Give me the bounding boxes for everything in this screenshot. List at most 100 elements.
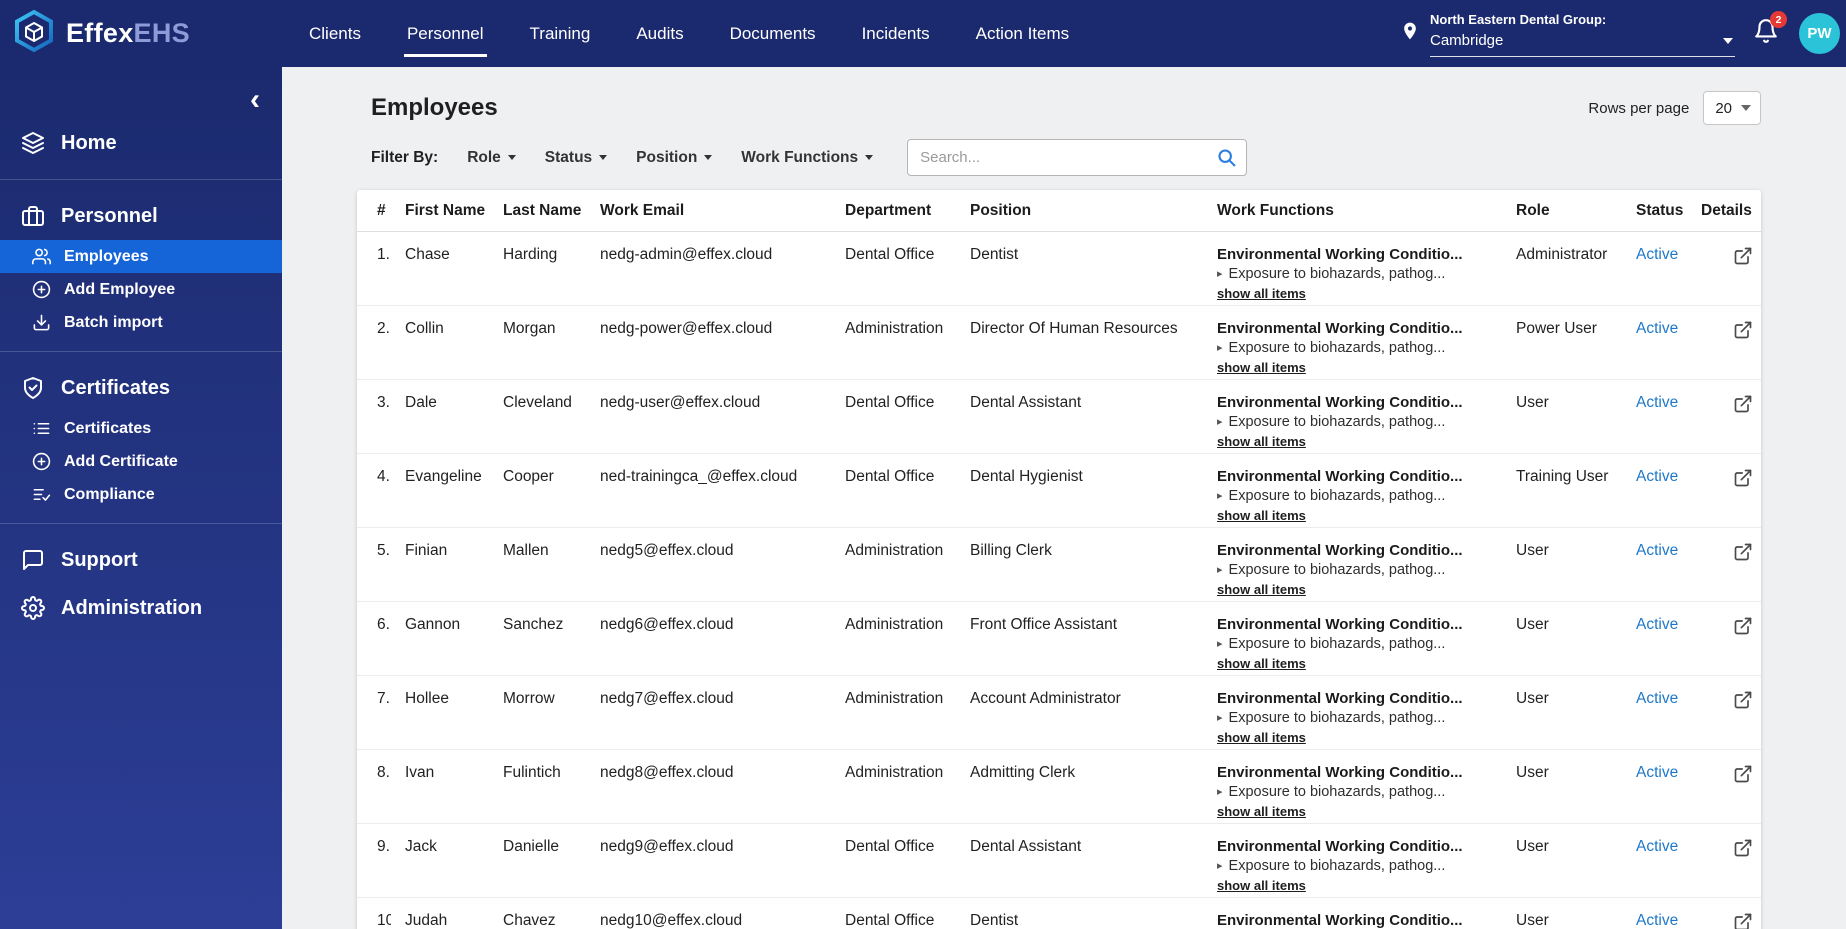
sidebar-item-batch-import[interactable]: Batch import bbox=[0, 306, 282, 339]
nav-item-action-items[interactable]: Action Items bbox=[975, 23, 1070, 43]
cell-first-name: Gannon bbox=[391, 601, 489, 676]
briefcase-icon bbox=[20, 204, 46, 228]
sidebar-item-home[interactable]: Home bbox=[0, 119, 282, 167]
sidebar-item-certificates[interactable]: Certificates bbox=[0, 412, 282, 445]
sidebar-item-label: Certificates bbox=[64, 419, 152, 437]
work-function-subitem-text: Exposure to biohazards, pathog... bbox=[1228, 636, 1446, 652]
cell-details bbox=[1687, 379, 1761, 454]
status-link[interactable]: Active bbox=[1636, 542, 1679, 559]
show-all-items-link[interactable]: show all items bbox=[1217, 360, 1306, 375]
open-details-icon[interactable] bbox=[1733, 912, 1753, 929]
list-icon bbox=[31, 419, 51, 438]
show-all-items-link[interactable]: show all items bbox=[1217, 730, 1306, 745]
open-details-icon[interactable] bbox=[1733, 690, 1753, 715]
work-function-subitem: ▸ Exposure to biohazards, pathog... bbox=[1217, 636, 1494, 652]
rows-per-page-select[interactable]: 20 bbox=[1703, 91, 1761, 125]
cell-position: Dental Assistant bbox=[956, 379, 1203, 454]
work-function-subitem-text: Exposure to biohazards, pathog... bbox=[1228, 266, 1446, 282]
sidebar-section-personnel[interactable]: Personnel bbox=[0, 192, 282, 240]
cell-row-number: 10. bbox=[357, 897, 391, 929]
status-link[interactable]: Active bbox=[1636, 246, 1679, 263]
show-all-items-link[interactable]: show all items bbox=[1217, 286, 1306, 301]
col-header-work-functions: Work Functions bbox=[1203, 190, 1502, 232]
plus-circle-icon bbox=[31, 280, 51, 299]
show-all-items-link[interactable]: show all items bbox=[1217, 656, 1306, 671]
sidebar-item-add-employee[interactable]: Add Employee bbox=[0, 273, 282, 306]
cell-status: Active bbox=[1622, 823, 1687, 898]
status-link[interactable]: Active bbox=[1636, 764, 1679, 781]
cell-position: Director Of Human Resources bbox=[956, 305, 1203, 380]
org-selector[interactable]: North Eastern Dental Group: Cambridge bbox=[1430, 10, 1735, 57]
status-link[interactable]: Active bbox=[1636, 690, 1679, 707]
open-details-icon[interactable] bbox=[1733, 394, 1753, 419]
show-all-items-link[interactable]: show all items bbox=[1217, 804, 1306, 819]
sidebar-item-label: Add Employee bbox=[64, 280, 176, 298]
role-filter-dropdown[interactable]: Role bbox=[467, 149, 516, 167]
cell-row-number: 2. bbox=[357, 305, 391, 380]
cell-work-functions: Environmental Working Conditio... ▸ Expo… bbox=[1203, 897, 1502, 929]
org-label: North Eastern Dental Group: bbox=[1430, 12, 1607, 28]
status-link[interactable]: Active bbox=[1636, 912, 1679, 929]
sidebar-item-add-certificate[interactable]: Add Certificate bbox=[0, 445, 282, 478]
open-details-icon[interactable] bbox=[1733, 320, 1753, 345]
chevron-down-icon bbox=[507, 155, 516, 160]
status-link[interactable]: Active bbox=[1636, 616, 1679, 633]
cell-role: User bbox=[1502, 749, 1622, 824]
open-details-icon[interactable] bbox=[1733, 764, 1753, 789]
status-link[interactable]: Active bbox=[1636, 468, 1679, 485]
open-details-icon[interactable] bbox=[1733, 616, 1753, 641]
nav-item-training[interactable]: Training bbox=[529, 23, 591, 43]
search-box bbox=[907, 139, 1248, 176]
show-all-items-link[interactable]: show all items bbox=[1217, 508, 1306, 523]
list-check-icon bbox=[31, 485, 51, 504]
work-function-subitem: ▸ Exposure to biohazards, pathog... bbox=[1217, 414, 1494, 430]
sidebar-item-compliance[interactable]: Compliance bbox=[0, 478, 282, 511]
sidebar-section-certificates[interactable]: Certificates bbox=[0, 364, 282, 412]
search-input[interactable] bbox=[907, 139, 1248, 176]
cell-position: Dental Hygienist bbox=[956, 453, 1203, 528]
table-row: 2. Collin Morgan nedg-power@effex.cloud … bbox=[357, 305, 1761, 380]
nav-item-incidents[interactable]: Incidents bbox=[861, 23, 930, 43]
cell-work-functions: Environmental Working Conditio... ▸ Expo… bbox=[1203, 601, 1502, 676]
nav-item-personnel[interactable]: Personnel bbox=[403, 20, 487, 57]
work-functions-filter-label: Work Functions bbox=[741, 148, 859, 166]
sidebar-divider bbox=[0, 179, 282, 180]
work-function-title: Environmental Working Conditio... bbox=[1217, 764, 1463, 781]
cell-position: Dentist bbox=[956, 231, 1203, 306]
status-link[interactable]: Active bbox=[1636, 838, 1679, 855]
cell-position: Billing Clerk bbox=[956, 527, 1203, 602]
cell-first-name: Chase bbox=[391, 231, 489, 306]
open-details-icon[interactable] bbox=[1733, 246, 1753, 271]
notifications-button[interactable]: 2 bbox=[1753, 11, 1787, 49]
cell-last-name: Cleveland bbox=[489, 379, 586, 454]
brand-name: EffexEHS bbox=[66, 18, 190, 49]
sidebar-item-employees[interactable]: Employees bbox=[0, 240, 282, 273]
cell-work-functions: Environmental Working Conditio... ▸ Expo… bbox=[1203, 675, 1502, 750]
nav-item-audits[interactable]: Audits bbox=[636, 23, 684, 43]
sidebar: ‹ Home Personnel bbox=[0, 67, 282, 929]
show-all-items-link[interactable]: show all items bbox=[1217, 582, 1306, 597]
open-details-icon[interactable] bbox=[1733, 542, 1753, 567]
open-details-icon[interactable] bbox=[1733, 838, 1753, 863]
cell-role: User bbox=[1502, 601, 1622, 676]
sidebar-item-administration[interactable]: Administration bbox=[0, 584, 282, 632]
work-functions-filter-dropdown[interactable]: Work Functions bbox=[741, 148, 874, 167]
status-filter-dropdown[interactable]: Status bbox=[545, 149, 608, 167]
cell-row-number: 3. bbox=[357, 379, 391, 454]
cell-row-number: 7. bbox=[357, 675, 391, 750]
status-link[interactable]: Active bbox=[1636, 394, 1679, 411]
search-icon[interactable] bbox=[1216, 147, 1237, 173]
chevron-down-icon bbox=[1741, 105, 1751, 111]
open-details-icon[interactable] bbox=[1733, 468, 1753, 493]
sidebar-item-support[interactable]: Support bbox=[0, 536, 282, 584]
position-filter-dropdown[interactable]: Position bbox=[636, 149, 713, 167]
show-all-items-link[interactable]: show all items bbox=[1217, 434, 1306, 449]
show-all-items-link[interactable]: show all items bbox=[1217, 878, 1306, 893]
status-link[interactable]: Active bbox=[1636, 320, 1679, 337]
col-header-status: Status bbox=[1622, 190, 1687, 232]
nav-item-clients[interactable]: Clients bbox=[309, 23, 361, 43]
avatar[interactable]: PW bbox=[1799, 13, 1840, 54]
nav-item-documents[interactable]: Documents bbox=[729, 23, 816, 43]
sidebar-collapse-button[interactable]: ‹ bbox=[250, 81, 260, 119]
brand[interactable]: EffexEHS bbox=[0, 9, 282, 58]
